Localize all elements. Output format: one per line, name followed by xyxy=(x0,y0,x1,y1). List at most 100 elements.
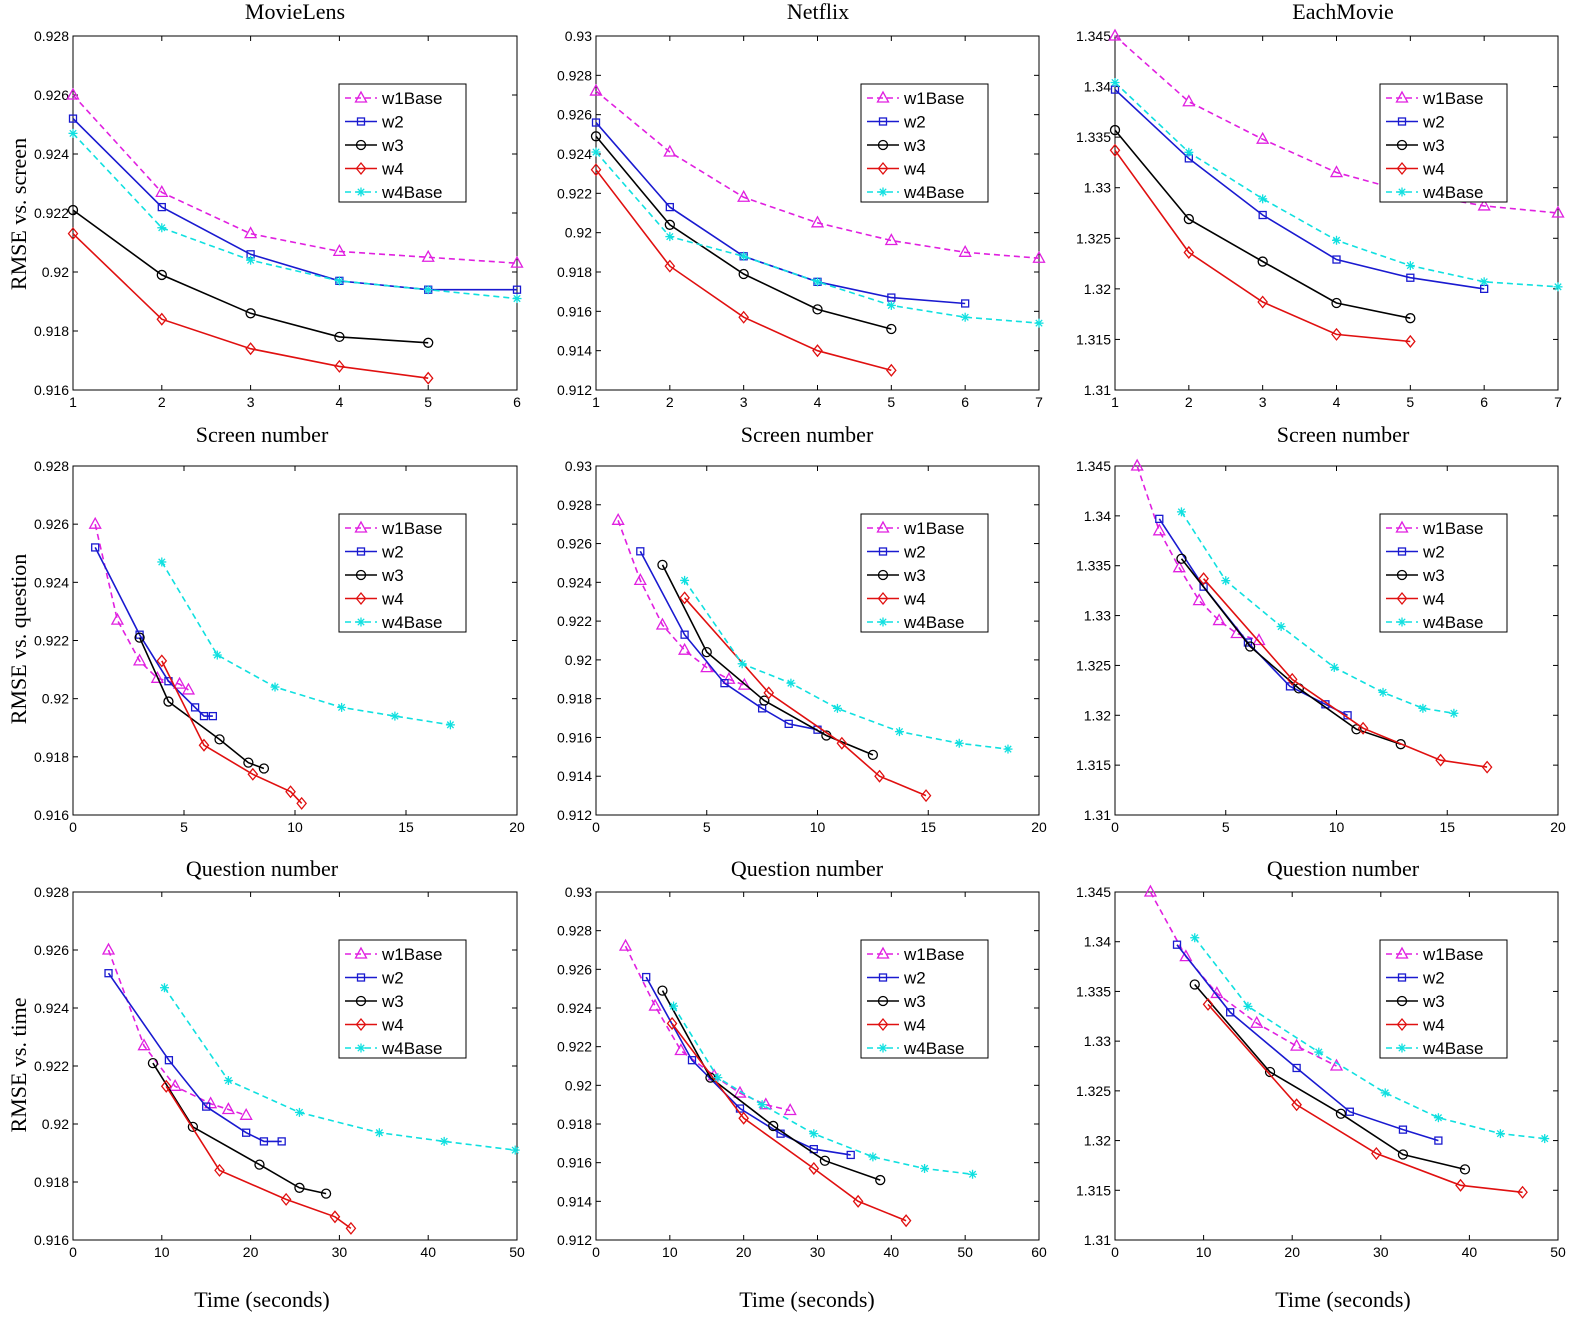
legend-label-w4: w4 xyxy=(381,590,404,609)
data-point-triangle xyxy=(1032,250,1046,263)
data-point-star xyxy=(1397,1043,1407,1053)
data-point-square xyxy=(1292,1063,1301,1073)
data-point-star xyxy=(1495,1129,1505,1139)
x-tick-label: 15 xyxy=(1439,819,1455,835)
data-point-square xyxy=(878,117,888,126)
data-point-diamond xyxy=(247,767,259,781)
data-point-star-stroke xyxy=(895,727,904,736)
legend: w1Base w2 w3 w4 w4Base xyxy=(860,939,989,1059)
series-line-w4 xyxy=(671,1023,907,1222)
data-point-triangle xyxy=(1290,1038,1304,1051)
data-point-star-stroke xyxy=(357,618,365,626)
data-point-triangle xyxy=(88,516,102,529)
xlabel-time-col3: Time (seconds) xyxy=(1275,1287,1410,1312)
data-point-star xyxy=(878,187,888,197)
data-point-triangle xyxy=(354,520,368,533)
panel-r0-c2: 1 2 3 4 5 6 7 1.31 1.315 1.32 1.325 1.33 1.335 1.34 1.… xyxy=(1076,28,1565,410)
legend-label-w1Base: w1Base xyxy=(903,519,964,538)
series-line-w2 xyxy=(639,550,818,731)
xlabel-question-col2: Question number xyxy=(731,856,884,881)
data-point-star-stroke xyxy=(1554,283,1562,291)
x-tick-label: 1 xyxy=(592,394,600,410)
data-point-star-stroke xyxy=(246,256,255,264)
data-point-circle xyxy=(1244,641,1256,652)
data-point-triangle xyxy=(722,671,736,684)
data-point-star-stroke xyxy=(879,618,887,626)
y-tick-label: 0.928 xyxy=(557,923,592,939)
y-tick-label: 1.325 xyxy=(1076,657,1111,673)
data-point-circle xyxy=(1405,313,1416,324)
series-line-w3 xyxy=(1114,129,1411,319)
y-tick-label: 0.918 xyxy=(557,691,592,707)
data-point-star xyxy=(813,277,822,287)
xlabel-question-col1: Question number xyxy=(186,856,339,881)
x-tick-label: 15 xyxy=(920,819,936,835)
data-point-diamond xyxy=(1286,672,1298,686)
data-point-triangle xyxy=(618,938,633,951)
data-point-star-stroke xyxy=(758,1101,766,1109)
data-point-diamond xyxy=(1517,1185,1528,1199)
legend-box xyxy=(1379,83,1508,203)
x-tick-label: 50 xyxy=(1550,1244,1566,1260)
data-point-star xyxy=(886,300,896,310)
data-point-star-stroke xyxy=(787,679,795,687)
x-tick-label: 5 xyxy=(1222,819,1230,835)
data-point-circle xyxy=(355,139,367,151)
x-tick-label: 10 xyxy=(1329,819,1345,835)
x-tick-label: 50 xyxy=(957,1244,973,1260)
data-point-circle xyxy=(590,131,602,142)
data-point-circle xyxy=(355,569,367,581)
data-point-star xyxy=(1433,1113,1443,1123)
x-tick-label: 10 xyxy=(287,819,303,835)
xlabel-screen-col3: Screen number xyxy=(1277,422,1410,447)
data-point-circle xyxy=(1335,1108,1347,1119)
y-tick-label: 1.31 xyxy=(1084,382,1111,398)
data-point-star-stroke xyxy=(1381,1089,1389,1097)
y-tick-label: 1.31 xyxy=(1084,807,1111,823)
data-point-triangle xyxy=(101,942,116,955)
data-point-diamond xyxy=(355,591,367,606)
y-tick-label: 0.916 xyxy=(34,382,69,398)
x-tick-label: 7 xyxy=(1554,394,1562,410)
data-point-triangle xyxy=(674,1043,688,1056)
data-point-circle xyxy=(759,695,770,706)
legend-label-w4Base: w4Base xyxy=(1422,613,1483,632)
legend: w1Base w2 w3 w4 w4Base xyxy=(338,939,467,1059)
data-point-triangle xyxy=(133,653,147,666)
data-point-diamond xyxy=(214,1163,225,1177)
x-tick-label: 20 xyxy=(1284,1244,1300,1260)
data-point-star xyxy=(1184,147,1194,157)
data-point-diamond xyxy=(738,310,750,324)
x-tick-label: 20 xyxy=(1031,819,1047,835)
legend-label-w3: w3 xyxy=(1422,136,1445,155)
y-tick-label: 0.918 xyxy=(34,323,69,339)
xlabel-time-col1: Time (seconds) xyxy=(194,1287,329,1312)
data-point-triangle xyxy=(239,1107,253,1120)
data-point-square xyxy=(591,118,601,127)
data-point-star xyxy=(356,617,366,627)
data-point-star-stroke xyxy=(1434,1114,1443,1122)
data-point-star xyxy=(1397,617,1407,627)
data-point-star xyxy=(868,1152,878,1162)
series-line-w1Base xyxy=(1114,35,1559,214)
data-point-diamond xyxy=(666,1016,678,1030)
data-point-triangle xyxy=(172,676,187,689)
data-point-triangle xyxy=(1108,28,1122,41)
data-point-star xyxy=(1190,933,1200,943)
y-tick-label: 1.345 xyxy=(1076,28,1111,44)
data-point-triangle xyxy=(700,660,714,673)
y-tick-label: 0.916 xyxy=(34,807,69,823)
data-point-star-stroke xyxy=(666,232,674,241)
y-tick-label: 0.92 xyxy=(565,225,592,241)
series-w4 xyxy=(679,591,932,803)
data-point-circle xyxy=(657,559,668,571)
data-point-star-stroke xyxy=(357,1044,365,1052)
data-point-circle xyxy=(355,995,367,1007)
data-point-triangle xyxy=(1395,90,1409,103)
series-w1Base xyxy=(1108,28,1565,218)
data-point-triangle xyxy=(678,642,692,655)
data-point-star xyxy=(1418,703,1428,713)
data-point-star-stroke xyxy=(1379,688,1387,697)
data-point-star xyxy=(1243,1001,1253,1011)
